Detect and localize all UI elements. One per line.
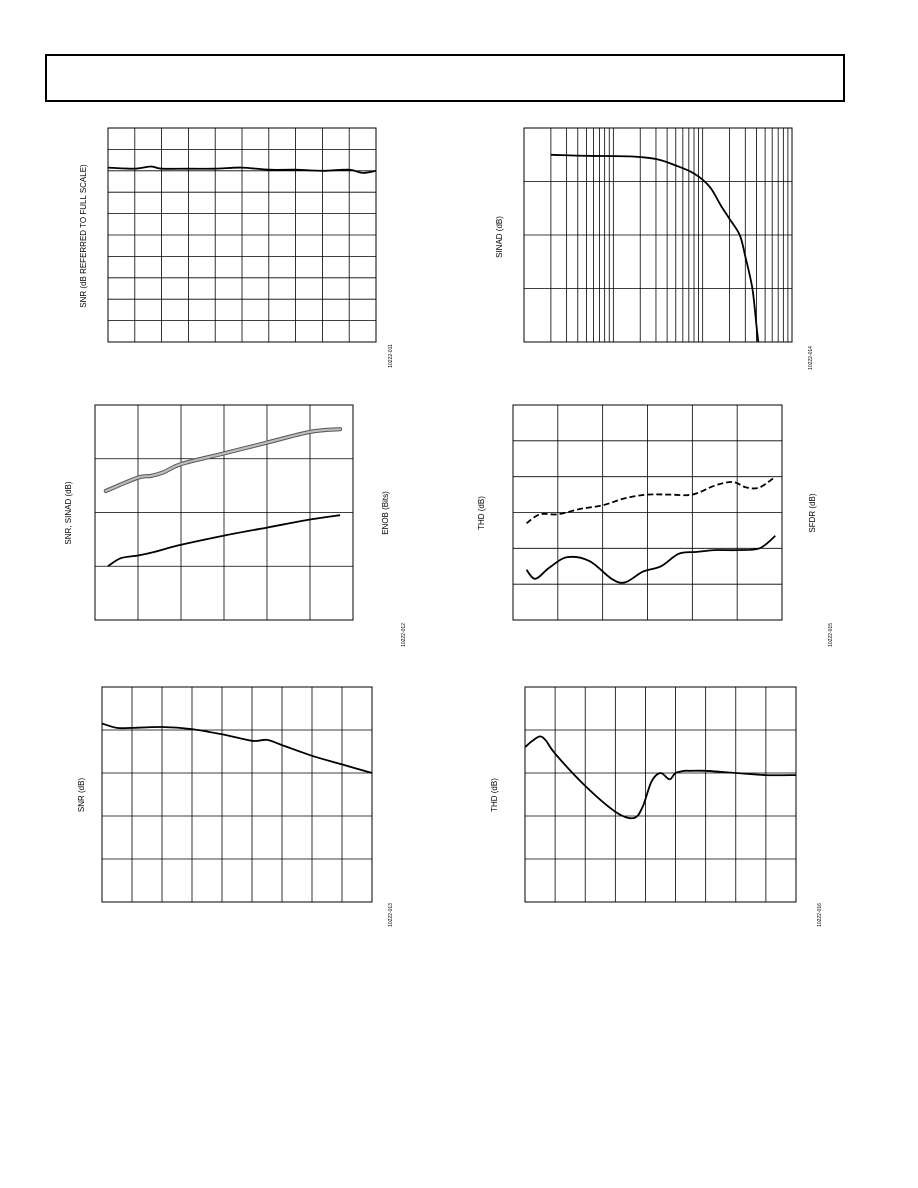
y-axis-label: SINAD (dB) — [495, 216, 504, 258]
chart-sinad: SINAD (dB) 10222-014 — [495, 127, 814, 370]
plot-frame — [101, 686, 373, 903]
plot-area — [524, 686, 797, 903]
plot-area — [101, 686, 373, 903]
plot-frame — [523, 127, 793, 343]
chart-thd: THD (dB) 10222-016 — [490, 686, 823, 927]
series-line-0 — [525, 475, 776, 525]
y-axis-label: SNR, SINAD (dB) — [64, 481, 73, 544]
y2-axis-label: ENOB (Bits) — [381, 491, 390, 535]
series-line-0 — [104, 428, 342, 493]
series-line-0 — [550, 153, 760, 343]
figure-code: 10222-011 — [388, 344, 394, 368]
page-header-box — [45, 54, 845, 102]
figure-code: 10222-015 — [828, 623, 834, 647]
y-axis-label: THD (dB) — [477, 496, 486, 530]
y-axis-label: THD (dB) — [490, 778, 499, 812]
plot-area — [94, 404, 354, 621]
chart-thd-sfdr: THD (dB) SFDR (dB) 10222-015 — [477, 404, 834, 647]
figure-code: 10222-014 — [808, 346, 814, 370]
series-line-1 — [107, 514, 341, 568]
y-axis-label: SNR (dB REFERRED TO FULL SCALE) — [79, 164, 88, 308]
plot-frame — [107, 127, 377, 343]
chart-snr-full-scale: SNR (dB REFERRED TO FULL SCALE) 10222-01… — [79, 127, 394, 368]
figure-code: 10222-016 — [817, 903, 823, 927]
series-line-0 — [101, 722, 373, 774]
plot-frame — [524, 686, 797, 903]
chart-snr: SNR (dB) 10222-013 — [77, 686, 394, 927]
series-line-0 — [524, 735, 797, 820]
plot-area — [107, 127, 377, 343]
figure-code: 10222-013 — [388, 903, 394, 927]
plot-area — [523, 127, 793, 343]
series-line-1 — [525, 535, 776, 584]
series-line-0 — [107, 165, 377, 174]
chart-snr-sinad-enob: SNR, SINAD (dB) ENOB (Bits) 10222-012 — [64, 404, 407, 647]
plot-area — [512, 404, 783, 621]
plot-frame — [94, 404, 354, 621]
y-axis-label: SNR (dB) — [77, 778, 86, 813]
figure-code: 10222-012 — [401, 623, 407, 647]
plot-frame — [512, 404, 783, 621]
y2-axis-label: SFDR (dB) — [808, 493, 817, 532]
series-line-outline — [103, 427, 343, 494]
